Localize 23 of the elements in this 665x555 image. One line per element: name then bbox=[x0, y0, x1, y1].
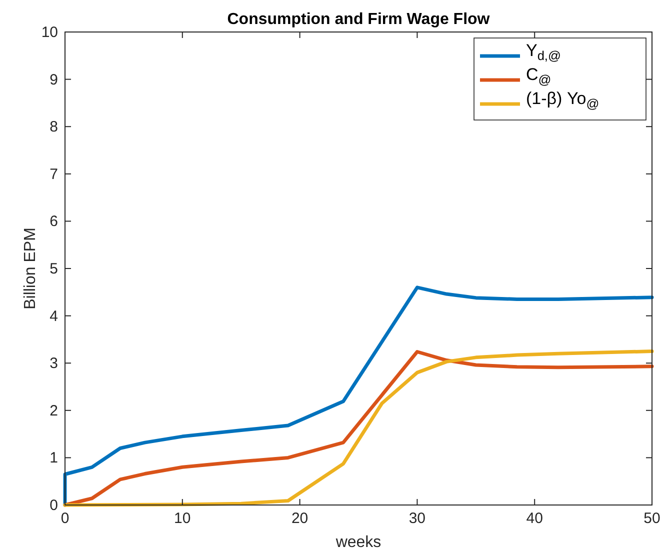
y-tick-label: 7 bbox=[50, 166, 58, 183]
legend-label: C$_{@}$ bbox=[526, 65, 552, 87]
x-tick-label: 50 bbox=[644, 510, 660, 527]
y-axis-title: Billion EPM bbox=[22, 228, 39, 310]
x-tick-label: 10 bbox=[174, 510, 191, 527]
x-tick-label: 0 bbox=[60, 510, 70, 527]
y-tick-label: 0 bbox=[50, 497, 58, 514]
x-axis-title: weeks bbox=[334, 534, 382, 551]
chart-title: Consumption and Firm Wage Flow bbox=[227, 11, 490, 28]
y-tick-label: 10 bbox=[41, 24, 58, 41]
legend-label: (1-β) Yo$_{@}$ bbox=[526, 89, 600, 111]
y-tick-label: 5 bbox=[50, 260, 58, 278]
y-tick-label: 2 bbox=[50, 402, 58, 420]
y-tick-label: 8 bbox=[50, 118, 58, 136]
x-tick-label: 20 bbox=[291, 510, 308, 527]
y-tick-label: 9 bbox=[50, 71, 58, 88]
y-tick-label: 1 bbox=[50, 450, 58, 467]
y-tick-label: 3 bbox=[50, 355, 58, 372]
y-tick-label: 6 bbox=[50, 213, 58, 230]
x-tick-label: 40 bbox=[526, 510, 543, 527]
legend-label: Y$_{d,@}$ bbox=[526, 41, 561, 63]
x-tick-label: 30 bbox=[408, 510, 426, 527]
y-tick-label: 4 bbox=[50, 308, 58, 325]
